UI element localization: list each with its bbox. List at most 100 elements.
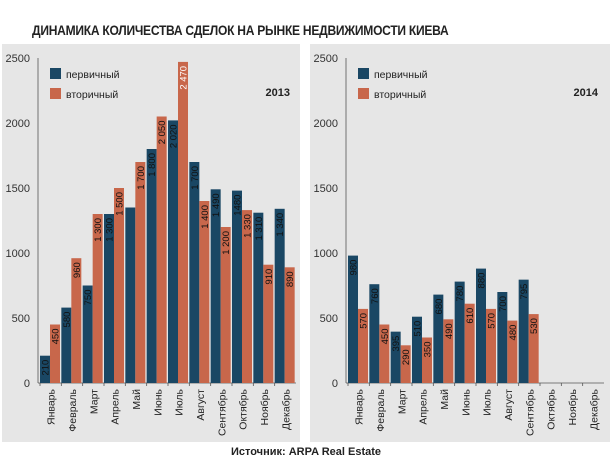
bar-primary [497,292,508,383]
legend-swatch-primary [358,68,369,79]
data-label: 610 [465,308,476,324]
bar-primary [189,162,200,383]
bar-secondary [242,210,252,383]
bar-primary [518,279,529,383]
y-tick-label: 2500 [6,53,30,65]
x-tick-label: Сентябрь [524,388,536,436]
x-tick-label: Октябрь [546,388,558,429]
bar-primary [412,316,422,383]
data-label: 290 [401,349,412,365]
y-tick-label: 2000 [6,118,30,130]
x-tick-label: Май [439,389,451,410]
bar-secondary [178,61,188,384]
x-tick-label: Июль [482,388,494,415]
x-tick-label: Февраль [375,388,387,431]
data-label: 510 [413,321,424,337]
x-tick-label: Ноябрь [259,388,271,425]
data-label: 570 [359,313,370,329]
bar-primary [146,149,157,383]
data-label: 795 [519,284,530,300]
data-label: 210 [41,360,52,376]
bar-secondary [507,320,518,383]
bar-primary [125,207,136,383]
x-tick-label: Август [195,389,207,421]
x-tick-label: Март [396,389,408,414]
x-tick-label: Декабрь [588,388,600,429]
bar-primary [210,189,221,383]
bar-primary [40,355,50,383]
chart-title: ДИНАМИКА КОЛИЧЕСТВА СДЕЛОК НА РЫНКЕ НЕДВ… [32,22,449,38]
data-label: 680 [434,299,445,315]
data-label: 395 [391,336,402,352]
bar-secondary [358,308,368,383]
x-tick-label: Август [503,389,515,421]
data-label: 700 [498,296,509,312]
data-label: 530 [529,318,540,334]
data-label: 2 020 [169,124,180,148]
data-label: 1 400 [200,205,211,229]
x-tick-label: Февраль [67,388,79,431]
bar-primary [454,281,465,383]
data-label: 1 300 [105,218,116,242]
data-label: 760 [370,288,381,304]
bar-primary [369,284,380,383]
bar-secondary [156,116,167,383]
data-label: 1 500 [115,192,126,216]
x-tick-label: Июнь [152,388,164,415]
data-label: 1480 [233,195,244,216]
year-label: 2014 [574,87,599,99]
data-label: 1 340 [275,213,286,237]
chart-panel-2014: 0 500 1000 1500 2000 2500 980 570 Январь 760 450 Фе… [310,44,610,442]
bar-secondary [71,258,82,383]
data-label: 1 310 [254,217,265,241]
bar-secondary [263,264,274,383]
chart-panel-2013: 0 500 1000 1500 2000 2500 210 450 Январь 580 960 Фе… [2,44,300,442]
data-label: 490 [444,323,455,339]
legend-swatch-secondary [50,88,61,99]
x-tick-label: Январь [46,388,58,425]
y-tick-label: 1500 [6,183,30,195]
data-label: 1 330 [243,214,254,238]
year-label: 2013 [266,87,290,99]
bar-secondary [379,324,390,383]
data-label: 1 700 [190,166,201,190]
y-tick-label: 2500 [314,53,338,65]
data-label: 890 [285,271,296,287]
y-tick-label: 500 [12,313,30,325]
bar-secondary [135,162,146,383]
y-tick-label: 1500 [314,183,338,195]
bar-secondary [486,308,496,383]
data-label: 450 [380,329,391,345]
data-label: 980 [349,260,360,276]
bar-primary [274,208,285,383]
data-label: 1 490 [211,193,222,217]
bar-primary [232,190,242,383]
data-label: 960 [72,262,83,278]
bar-primary [348,255,358,383]
bar-primary [104,214,114,383]
x-tick-label: Октябрь [238,388,250,429]
legend-swatch-primary [50,68,61,79]
bar-secondary [220,227,231,383]
bar-primary [168,120,178,384]
data-label: 2 470 [179,66,190,90]
bar-primary [390,331,401,383]
data-label: 580 [62,312,73,328]
data-label: 450 [51,329,62,345]
bar-primary [61,307,72,383]
data-label: 880 [477,273,488,289]
y-tick-label: 1000 [6,248,30,260]
x-tick-label: Апрель [110,388,122,424]
data-label: 1 800 [147,153,158,177]
y-tick-label: 0 [24,378,30,390]
x-tick-label: Май [131,389,143,410]
bar-secondary [400,345,411,383]
bar-secondary [199,201,210,383]
bar-secondary [528,314,539,383]
y-tick-label: 1000 [314,248,338,260]
bar-primary [433,294,444,383]
bar-secondary [284,267,295,383]
data-label: 350 [423,342,434,358]
bar-secondary [114,188,124,383]
bar-secondary [92,214,103,383]
